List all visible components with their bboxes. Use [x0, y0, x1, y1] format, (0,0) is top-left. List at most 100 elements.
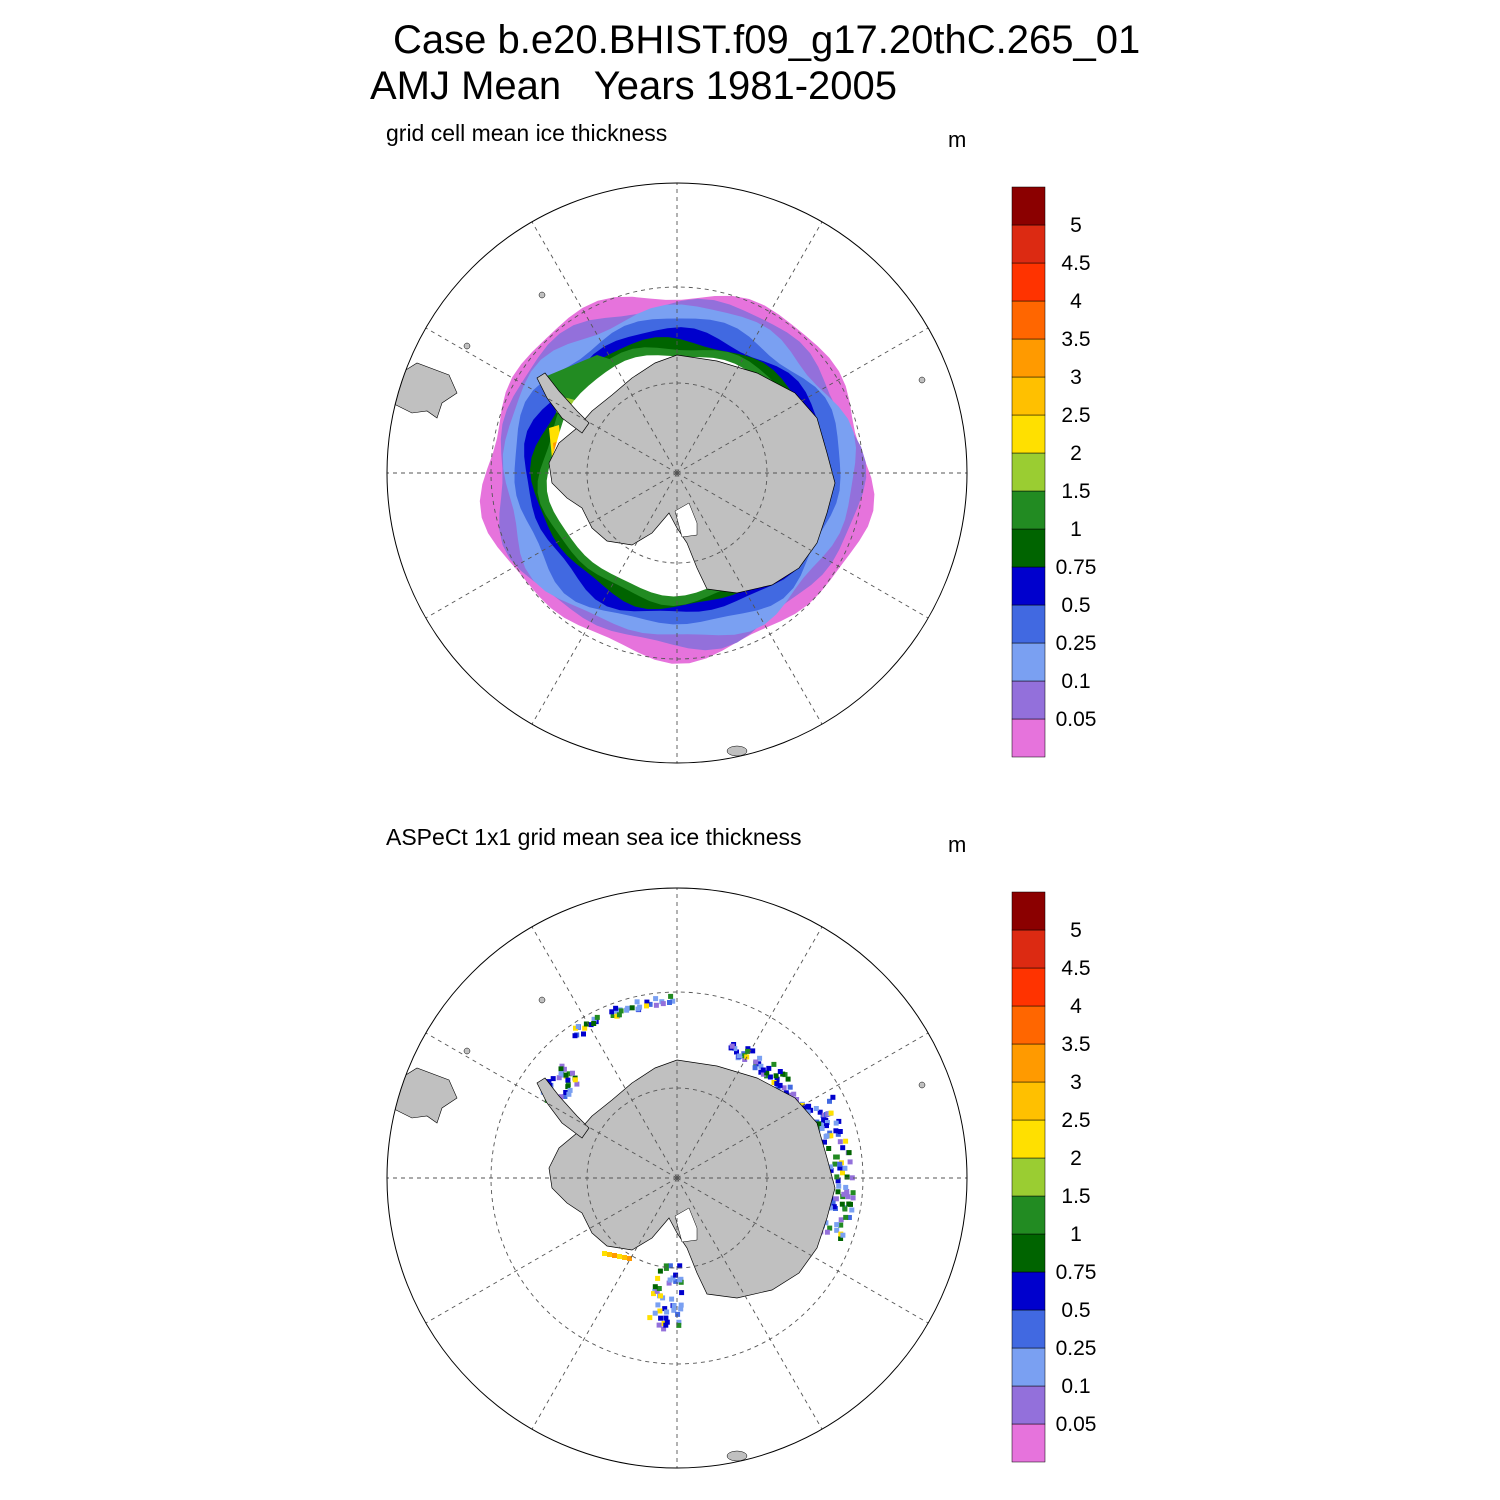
observation-cell: [556, 1075, 562, 1081]
observation-cell: [764, 1073, 770, 1079]
observation-cell: [734, 1049, 739, 1055]
observation-cell: [612, 1253, 617, 1258]
observation-cell: [634, 999, 640, 1005]
observation-cell: [745, 1046, 751, 1052]
observation-cell: [845, 1194, 851, 1200]
observation-cell: [838, 1236, 844, 1241]
observation-cell: [573, 1025, 578, 1031]
observation-cell: [771, 1061, 777, 1067]
observation-cell: [558, 1071, 564, 1077]
island-land: [918, 376, 926, 384]
longitude-gridline: [676, 472, 929, 619]
observation-cell: [847, 1159, 853, 1165]
longitude-gridline: [531, 1177, 678, 1430]
observation-cell: [774, 1076, 780, 1082]
observation-cell: [559, 1063, 565, 1069]
observation-cell: [572, 1077, 578, 1083]
observation-cell: [842, 1165, 848, 1171]
longitude-gridline: [676, 327, 929, 474]
period-title: AMJ Mean Years 1981-2005: [370, 64, 898, 108]
observation-cell: [670, 998, 676, 1004]
observation-cell: [835, 1189, 841, 1195]
colorbar-swatch: [1011, 1385, 1046, 1425]
observation-cell: [837, 1129, 843, 1134]
colorbar-swatch: [1011, 604, 1046, 644]
observation-cell: [607, 1252, 612, 1257]
observation-cell: [760, 1067, 766, 1073]
observation-cell: [843, 1184, 849, 1190]
colorbar-swatch: [1011, 929, 1046, 969]
colorbar-swatch: [1011, 452, 1046, 492]
longitude-gridline: [531, 221, 678, 474]
observation-cell: [658, 1293, 663, 1299]
observation-cell: [575, 1024, 581, 1029]
island-land: [726, 745, 748, 757]
observation-cell: [846, 1215, 852, 1220]
colorbar-tick-label: 4.5: [1061, 957, 1090, 980]
observation-cell: [828, 1133, 834, 1139]
colorbar-tick-label: 2: [1070, 442, 1082, 465]
observation-cell: [679, 1290, 685, 1296]
map-border: [386, 887, 968, 1469]
observation-cell: [675, 1311, 681, 1317]
colorbar-swatch: [1011, 891, 1046, 931]
observation-cell: [567, 1087, 573, 1093]
colorbar-tick-label: 1: [1070, 1223, 1082, 1246]
observation-cell: [563, 1072, 569, 1078]
observation-cell: [828, 1110, 834, 1116]
observation-cell: [562, 1094, 568, 1099]
colorbar-swatch: [1011, 680, 1046, 720]
observation-cell: [550, 1076, 556, 1082]
observation-cell: [653, 1002, 659, 1008]
observation-cell: [752, 1065, 758, 1071]
observation-cell: [654, 1288, 660, 1294]
observation-cell: [647, 1315, 653, 1321]
observation-cell: [843, 1138, 849, 1144]
observation-cell: [817, 1109, 823, 1115]
observation-cell: [819, 1126, 825, 1131]
colorbar-tick-label: 0.5: [1061, 1299, 1090, 1322]
observation-cell: [836, 1118, 842, 1124]
observation-cell: [781, 1085, 787, 1091]
observation-cell: [834, 1227, 840, 1233]
observation-cell: [766, 1065, 772, 1071]
observation-cell: [678, 1306, 684, 1312]
colorbar-tick-label: 3: [1070, 1071, 1082, 1094]
observation-cell: [546, 1079, 552, 1085]
observation-cell: [844, 1174, 850, 1180]
colorbar-swatch: [1011, 528, 1046, 568]
colorbar-tick-label: 0.05: [1056, 708, 1097, 731]
colorbar-swatch: [1011, 1423, 1046, 1463]
observation-cell: [558, 1094, 564, 1100]
colorbar-swatch: [1011, 1233, 1046, 1273]
observation-cell: [566, 1071, 572, 1077]
observation-cell: [558, 1066, 564, 1072]
observation-cell: [822, 1139, 827, 1145]
observation-cell: [825, 1120, 830, 1125]
ross-ice-shelf-gap: [674, 1207, 698, 1243]
observation-cell: [616, 1012, 622, 1018]
colorbar-tick-label: 4: [1070, 995, 1082, 1018]
antarctic-peninsula-land: [536, 372, 590, 434]
observation-cell: [678, 1302, 684, 1308]
colorbar-swatch: [1011, 1271, 1046, 1311]
colorbar-swatch: [1011, 414, 1046, 454]
observation-cell: [563, 1090, 569, 1095]
longitude-gridline: [425, 1032, 678, 1179]
observation-cell: [677, 1263, 683, 1269]
observation-cell: [671, 1303, 677, 1309]
observation-cell: [673, 1278, 679, 1284]
colorbar-tick-label: 0.25: [1056, 1337, 1097, 1360]
observation-cell: [570, 1070, 575, 1076]
observation-cell: [667, 1000, 672, 1005]
observation-cell: [837, 1139, 843, 1145]
observation-cell: [750, 1048, 756, 1054]
observation-cell: [655, 1302, 661, 1308]
observation-cell: [732, 1046, 738, 1052]
observation-cell: [644, 999, 650, 1005]
colorbar-swatch: [1011, 376, 1046, 416]
observation-cell: [624, 1007, 630, 1013]
observation-cell: [834, 1174, 840, 1180]
observation-cell: [565, 1084, 571, 1090]
